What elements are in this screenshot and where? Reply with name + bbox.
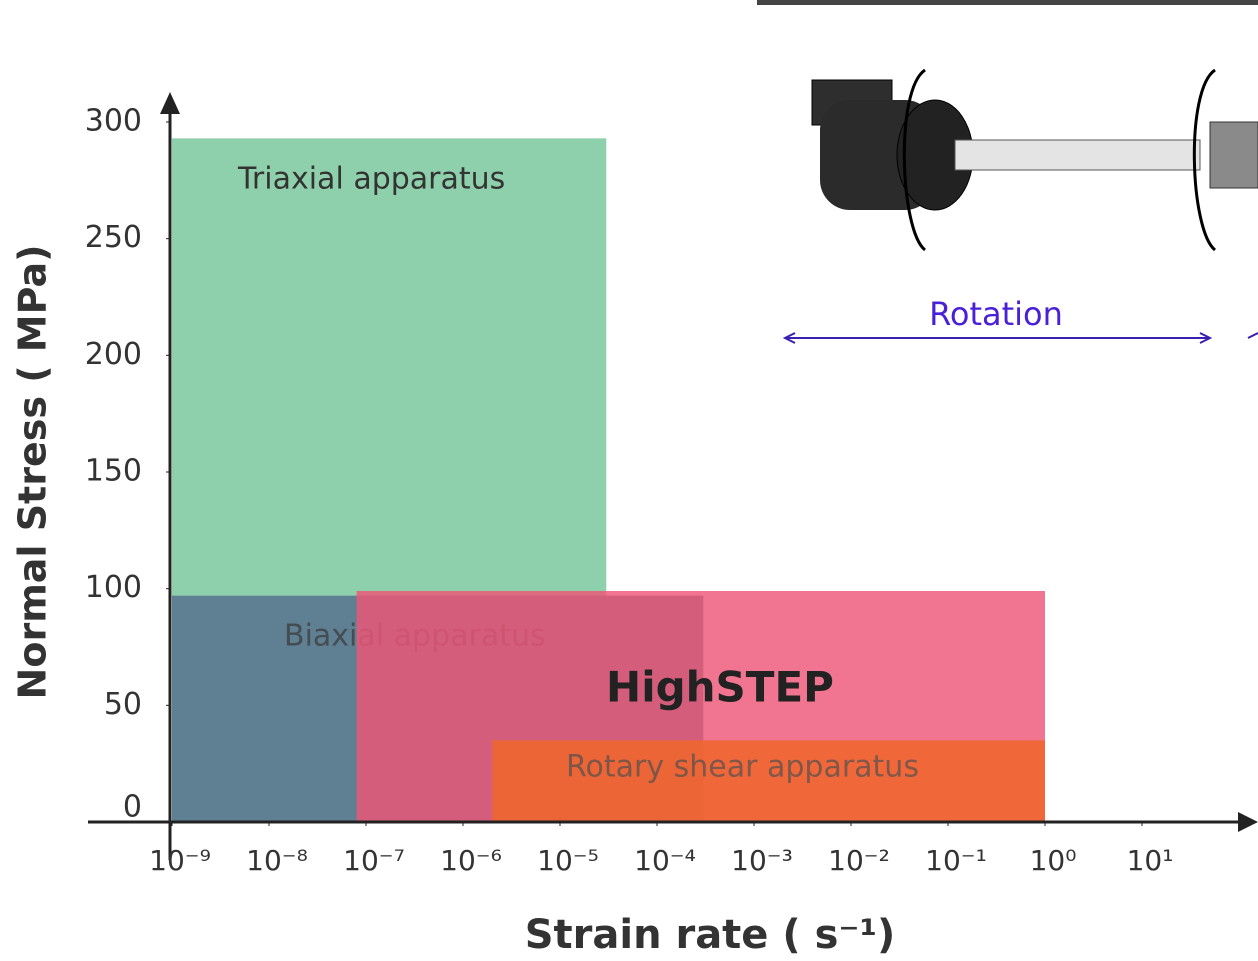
y-tick-label: 0 bbox=[123, 790, 142, 825]
y-tick-label: 250 bbox=[85, 220, 142, 255]
y-tick-label: 50 bbox=[104, 687, 142, 722]
x-tick-label: 10¹ bbox=[1127, 844, 1174, 877]
y-tick-label: 100 bbox=[85, 570, 142, 605]
x-tick-label: 10⁻⁵ bbox=[537, 844, 599, 877]
range-box bbox=[492, 740, 1045, 822]
x-tick-label: 10⁻⁶ bbox=[440, 844, 502, 877]
x-tick-label: 10⁰ bbox=[1030, 844, 1077, 877]
annotation: Rotation bbox=[929, 295, 1063, 333]
y-axis-title: Normal Stress ( MPa) bbox=[11, 245, 55, 700]
range-label: Rotary shear apparatus bbox=[566, 750, 919, 785]
x-tick-label: 10⁻¹ bbox=[925, 844, 987, 877]
coupling bbox=[1209, 121, 1258, 189]
y-tick-label: 150 bbox=[85, 454, 142, 489]
y-tick-label: 300 bbox=[85, 104, 142, 139]
shaft bbox=[954, 139, 1201, 171]
x-tick-label: 10⁻² bbox=[828, 844, 890, 877]
x-arrow bbox=[1238, 812, 1258, 832]
apparatus-diagram: Rotation bbox=[782, 68, 1258, 344]
x-tick-label: 10⁻³ bbox=[731, 844, 793, 877]
y-tick-label: 200 bbox=[85, 337, 142, 372]
x-tick-label: 10⁻⁷ bbox=[343, 844, 405, 877]
rotation-arrow bbox=[902, 68, 927, 252]
x-tick-label: 10⁻⁹ bbox=[149, 844, 211, 877]
x-tick-label: 10⁻⁴ bbox=[634, 844, 696, 877]
photo-strip bbox=[757, 0, 1258, 5]
y-arrow bbox=[160, 92, 180, 114]
range-label: Triaxial apparatus bbox=[237, 162, 505, 197]
x-tick-label: 10⁻⁸ bbox=[246, 844, 308, 877]
x-axis-title: Strain rate ( s⁻¹) bbox=[525, 912, 896, 958]
range-label: HighSTEP bbox=[606, 663, 834, 712]
arrow-heads bbox=[782, 332, 1258, 344]
rotation-arrow bbox=[1192, 68, 1217, 252]
